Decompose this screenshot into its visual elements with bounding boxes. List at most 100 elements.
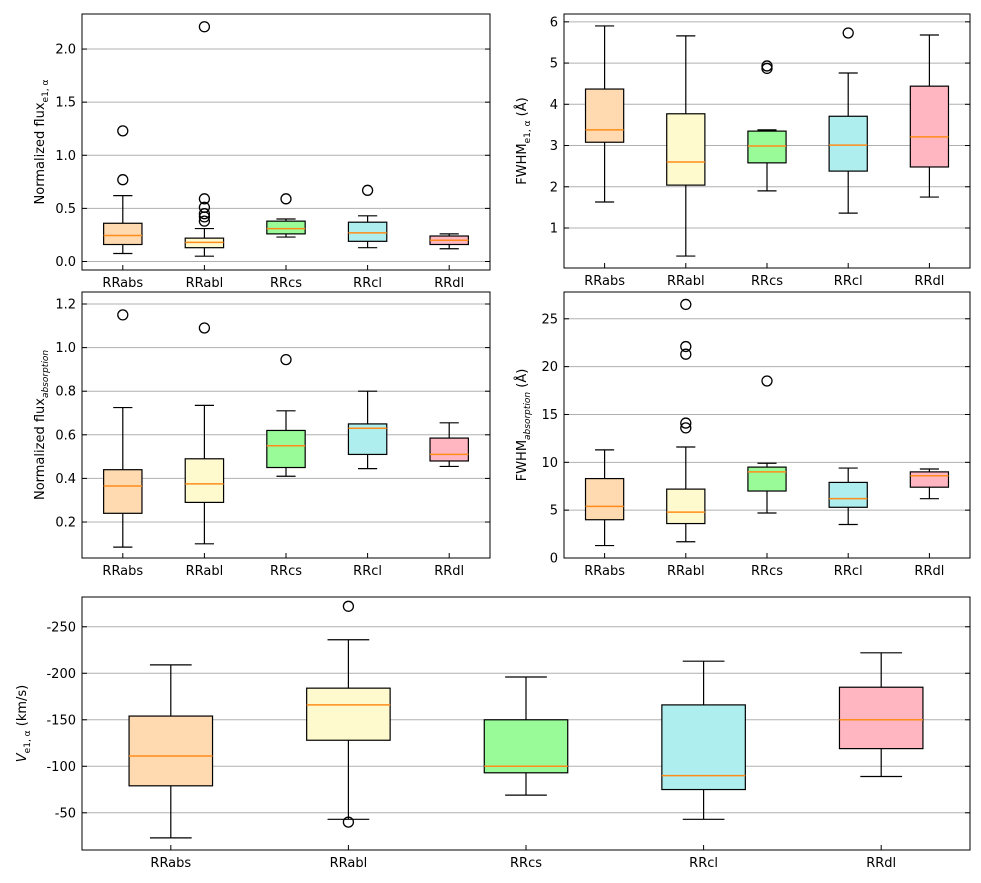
whisker-low bbox=[113, 513, 133, 548]
y-tick-label: 0.2 bbox=[55, 516, 76, 531]
whisker-low bbox=[358, 454, 378, 470]
whisker-low bbox=[595, 142, 615, 203]
y-axis-label: Normalized fluxabsorption bbox=[33, 350, 51, 500]
box bbox=[306, 687, 391, 741]
whisker-low bbox=[919, 166, 939, 198]
y-label-suffix: (Å) bbox=[514, 97, 530, 120]
outlier bbox=[761, 62, 773, 75]
y-tick-label: 0.5 bbox=[55, 202, 76, 217]
axes-frame bbox=[563, 291, 971, 559]
whisker-low bbox=[113, 244, 133, 255]
y-tick-label: -250 bbox=[46, 620, 76, 635]
y-label-main: FWHM bbox=[515, 143, 530, 184]
outlier bbox=[280, 353, 292, 366]
y-tick-label: 2.0 bbox=[55, 43, 76, 58]
box bbox=[747, 130, 787, 164]
box bbox=[828, 115, 868, 172]
whisker-low bbox=[194, 502, 214, 545]
whisker-high bbox=[595, 25, 615, 90]
whisker-high bbox=[838, 72, 858, 117]
whisker-high bbox=[838, 467, 858, 483]
panel: 0 5 10 15 20 25 RRabs RRabl RRcs RRcl RRdl FWHMabso… bbox=[514, 291, 971, 579]
whisker-low bbox=[682, 789, 725, 820]
whisker-low bbox=[838, 171, 858, 214]
x-tick-label: RRdl bbox=[914, 274, 944, 289]
y-label-sub: absorption bbox=[523, 392, 533, 440]
y-tick-label: 5 bbox=[550, 504, 558, 519]
outlier bbox=[198, 322, 211, 334]
outlier bbox=[198, 193, 211, 205]
y-tick-label: 1.0 bbox=[55, 341, 76, 356]
whisker-low bbox=[757, 491, 777, 514]
y-tick-label: 0.4 bbox=[55, 472, 76, 487]
y-tick-label: 1 bbox=[550, 222, 558, 237]
outlier bbox=[680, 417, 692, 429]
x-tick-label: RRcs bbox=[270, 276, 302, 291]
box bbox=[103, 469, 143, 514]
x-tick-label: RRcs bbox=[510, 856, 542, 871]
outlier bbox=[361, 184, 374, 196]
x-tick-label: RRdl bbox=[434, 564, 464, 579]
box bbox=[347, 221, 388, 242]
outlier bbox=[342, 816, 355, 828]
whisker-high bbox=[595, 449, 615, 479]
panel: 0.2 0.4 0.6 0.8 1.0 1.2 RRabs RRabl RRcs RRcl RRdl… bbox=[33, 291, 491, 579]
whisker-high bbox=[676, 35, 696, 114]
y-tick-label: 10 bbox=[541, 456, 558, 471]
whisker-high bbox=[919, 34, 939, 87]
y-tick-label: 1.5 bbox=[55, 96, 76, 111]
whisker-high bbox=[194, 404, 214, 459]
outlier bbox=[198, 211, 211, 223]
outlier bbox=[680, 422, 692, 434]
y-label-sub: e1, α bbox=[23, 730, 33, 753]
axes-frame bbox=[81, 291, 491, 559]
x-tick-label: RRabl bbox=[186, 276, 224, 291]
whisker-low bbox=[439, 460, 459, 468]
whisker-high bbox=[358, 390, 378, 424]
outlier bbox=[680, 298, 692, 311]
x-tick-label: RRcl bbox=[834, 564, 863, 579]
x-tick-label: RRabs bbox=[102, 276, 143, 291]
panel: -50 -100 -150 -200 -250 RRabs RRabl RRcs RRcl RRd… bbox=[15, 596, 971, 871]
y-label-main: V bbox=[15, 752, 30, 762]
y-axis-label: Normalized fluxe1, α bbox=[33, 79, 51, 204]
box bbox=[666, 113, 706, 186]
whisker-low bbox=[838, 507, 858, 526]
y-label-sub: e1, α bbox=[523, 120, 533, 143]
x-tick-label: RRabs bbox=[102, 564, 143, 579]
y-tick-label: 1.2 bbox=[55, 297, 76, 312]
y-tick-label: 2 bbox=[550, 180, 558, 195]
box bbox=[584, 477, 625, 521]
y-tick-label: -50 bbox=[55, 806, 76, 821]
x-tick-label: RRcs bbox=[751, 564, 783, 579]
outlier bbox=[198, 215, 211, 227]
axes-frame bbox=[563, 13, 971, 269]
outlier bbox=[761, 60, 773, 72]
y-tick-label: 0 bbox=[550, 552, 558, 567]
axes-frame bbox=[81, 13, 491, 271]
y-tick-label: 1.0 bbox=[55, 149, 76, 164]
x-tick-label: RRdl bbox=[866, 856, 896, 871]
whisker-high bbox=[113, 195, 133, 224]
x-tick-label: RRdl bbox=[914, 564, 944, 579]
box bbox=[266, 220, 306, 235]
y-tick-label: -200 bbox=[46, 667, 76, 682]
whisker-low bbox=[505, 772, 547, 796]
y-tick-label: 20 bbox=[541, 360, 558, 375]
y-tick-label: 5 bbox=[550, 57, 558, 72]
outlier bbox=[117, 309, 129, 321]
y-tick-label: 3 bbox=[550, 139, 558, 154]
whisker-low bbox=[860, 748, 903, 778]
x-tick-label: RRabs bbox=[584, 564, 625, 579]
whisker-high bbox=[149, 664, 192, 717]
y-label-suffix: (Å) bbox=[514, 369, 530, 392]
box bbox=[483, 719, 569, 774]
x-tick-label: RRcs bbox=[270, 564, 302, 579]
x-tick-label: RRabl bbox=[330, 856, 368, 871]
box bbox=[747, 466, 787, 492]
x-tick-label: RRcl bbox=[353, 564, 382, 579]
y-axis-label: FWHMabsorption (Å) bbox=[514, 369, 533, 482]
box bbox=[429, 437, 469, 462]
